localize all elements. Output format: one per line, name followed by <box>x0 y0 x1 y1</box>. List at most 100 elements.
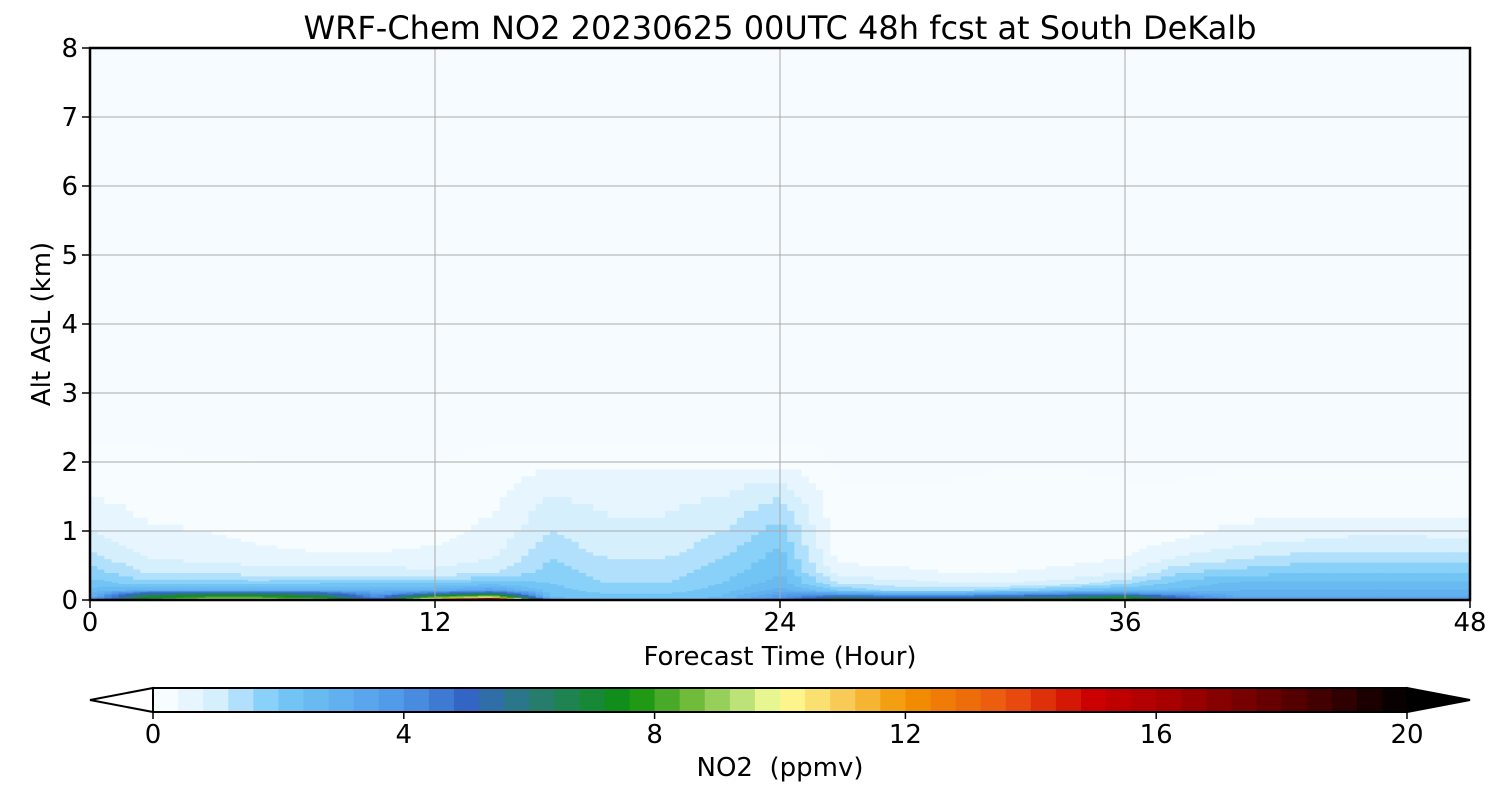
field-cell <box>499 548 508 553</box>
field-cell <box>765 583 774 586</box>
field-cell <box>169 544 177 549</box>
field-cell <box>564 568 573 573</box>
field-cell <box>930 558 939 563</box>
field-cell <box>758 590 767 593</box>
field-cell <box>909 593 918 596</box>
field-cell <box>248 482 256 491</box>
field-cell <box>212 575 220 580</box>
field-cell <box>550 579 558 582</box>
field-cell <box>930 482 939 491</box>
field-cell <box>104 517 113 525</box>
field-cell <box>765 482 774 491</box>
field-cell <box>226 583 235 586</box>
field-cell <box>413 575 422 580</box>
field-cell <box>895 572 903 577</box>
field-cell <box>629 590 637 593</box>
field-cell <box>600 517 609 525</box>
field-cell <box>521 475 530 484</box>
field-cell <box>535 587 544 590</box>
field-cell <box>147 534 156 539</box>
field-cell <box>427 597 436 600</box>
field-cell <box>485 503 494 511</box>
field-cell <box>212 496 220 504</box>
field-cell <box>851 584 860 587</box>
field-cell <box>952 591 961 594</box>
field-cell <box>334 503 343 511</box>
field-cell <box>614 583 623 586</box>
field-cell <box>679 565 688 570</box>
field-cell <box>291 594 300 597</box>
field-cell <box>197 503 206 511</box>
field-cell <box>104 548 113 553</box>
field-cell <box>966 595 975 598</box>
field-cell <box>492 583 501 586</box>
field-cell <box>686 588 695 591</box>
field-cell <box>276 591 285 594</box>
field-cell <box>780 562 788 567</box>
field-cell <box>959 517 968 525</box>
field-cell <box>895 562 903 567</box>
field-cell <box>830 565 839 570</box>
field-cell <box>449 462 458 470</box>
field-cell <box>578 482 587 491</box>
field-cell <box>966 587 975 590</box>
field-cell <box>801 594 810 597</box>
field-cell <box>895 531 903 536</box>
field-cell <box>370 582 379 585</box>
field-cell <box>413 489 422 498</box>
field-cell <box>643 548 652 553</box>
field-cell <box>966 572 975 577</box>
field-cell <box>542 444 551 449</box>
field-cell <box>887 537 896 542</box>
field-cell <box>176 448 185 456</box>
field-cell <box>248 489 256 498</box>
field-cell <box>154 482 163 491</box>
field-cell <box>226 537 235 542</box>
field-cell <box>700 579 709 582</box>
field-cell <box>902 593 910 596</box>
field-cell <box>176 588 185 591</box>
field-cell <box>542 517 551 525</box>
field-cell <box>485 531 494 536</box>
field-cell <box>478 531 486 536</box>
field-cell <box>327 462 335 470</box>
field-cell <box>240 455 249 463</box>
field-cell <box>729 444 738 449</box>
field-cell <box>327 555 335 560</box>
field-cell <box>269 572 278 577</box>
field-cell <box>506 544 515 549</box>
field-cell <box>384 591 393 594</box>
field-cell <box>700 590 709 593</box>
field-cell <box>693 558 702 563</box>
field-cell <box>700 591 709 594</box>
field-cell <box>866 593 875 596</box>
field-cell <box>449 544 458 549</box>
field-cell <box>686 579 695 582</box>
field-cell <box>542 593 551 596</box>
field-cell <box>269 517 278 525</box>
field-cell <box>672 455 680 463</box>
field-cell <box>370 489 379 498</box>
field-cell <box>125 475 134 484</box>
field-cell <box>442 587 450 590</box>
field-cell <box>672 517 680 525</box>
field-cell <box>844 537 853 542</box>
field-cell <box>276 551 285 556</box>
field-cell <box>665 575 673 580</box>
field-cell <box>492 482 501 491</box>
field-cell <box>147 586 156 589</box>
field-cell <box>312 588 321 591</box>
field-cell <box>974 551 982 556</box>
field-cell <box>370 597 379 600</box>
field-cell <box>700 593 709 596</box>
field-cell <box>837 537 846 542</box>
field-cell <box>686 524 695 532</box>
field-cell <box>506 455 515 463</box>
field-cell <box>442 541 450 546</box>
field-cell <box>902 580 910 583</box>
field-cell <box>355 597 364 600</box>
field-cell <box>679 482 688 491</box>
field-cell <box>298 555 307 560</box>
field-cell <box>945 580 954 583</box>
field-cell <box>176 455 185 463</box>
